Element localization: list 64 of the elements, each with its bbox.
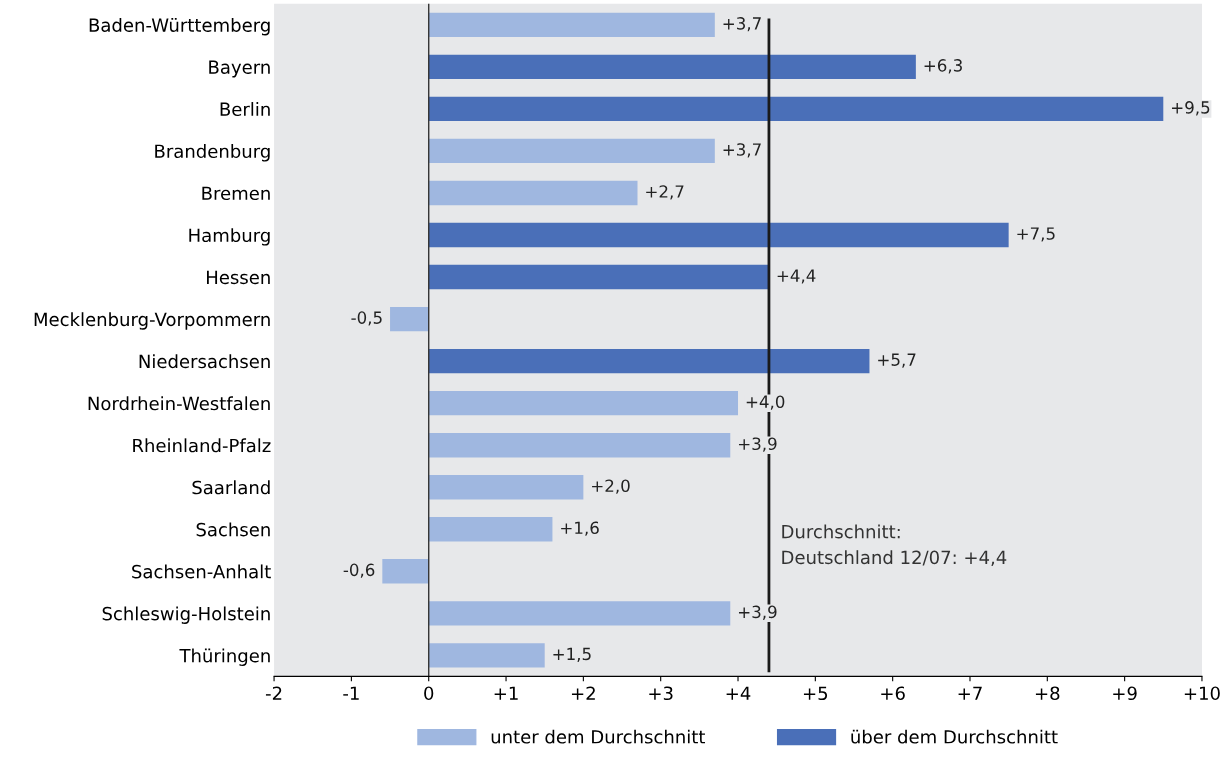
- bar: [428, 222, 1009, 248]
- legend-label: über dem Durchschnitt: [851, 729, 1058, 744]
- x-tick-label: +4: [726, 686, 751, 700]
- x-tick-label: -2: [265, 686, 282, 700]
- bar: [382, 559, 429, 584]
- bar: [390, 306, 429, 332]
- y-tick-label: Saarland: [192, 480, 270, 495]
- x-tick-label: +2: [571, 686, 595, 700]
- bar: [428, 138, 715, 164]
- y-tick-label: Berlin: [220, 102, 270, 117]
- bar: [428, 180, 638, 206]
- x-tick-label: +5: [803, 686, 828, 701]
- y-tick-label: Hessen: [207, 270, 270, 285]
- x-tick-label: +10: [1184, 686, 1220, 701]
- x-tick-label: 0: [424, 686, 434, 701]
- x-tick-label: +6: [881, 686, 905, 701]
- y-tick-label: Thüringen: [179, 648, 270, 666]
- data-label: +7,5: [1017, 227, 1055, 242]
- data-label: +3,9: [738, 605, 777, 620]
- legend-label: unter dem Durchschnitt: [491, 729, 706, 744]
- data-label: +1,6: [561, 521, 599, 536]
- bar: [428, 517, 553, 542]
- data-label: +4,0: [746, 395, 785, 410]
- x-tick-label: +8: [1035, 686, 1060, 701]
- bar: [428, 643, 545, 668]
- y-tick-label: Mecklenburg-Vorpommern: [34, 312, 270, 330]
- bar: [428, 348, 870, 374]
- x-tick-label: +3: [649, 686, 673, 701]
- bar: [428, 433, 731, 458]
- data-label: +3,7: [723, 143, 761, 158]
- x-tick-label: +9: [1113, 686, 1137, 701]
- y-tick-label: Rheinland-Pfalz: [133, 438, 271, 453]
- y-tick-label: Niedersachsen: [139, 354, 270, 369]
- y-tick-label: Hamburg: [189, 228, 270, 246]
- data-label: +6,3: [924, 59, 962, 74]
- bar: [428, 475, 584, 500]
- data-label: +2,7: [646, 185, 684, 200]
- bar: [428, 264, 769, 290]
- data-label: +9,5: [1172, 101, 1210, 116]
- y-tick-label: Brandenburg: [155, 144, 270, 162]
- y-tick-label: Sachsen: [196, 522, 270, 537]
- data-label: -0,6: [343, 563, 375, 578]
- bar: [428, 96, 1164, 122]
- y-tick-label: Schleswig-Holstein: [102, 606, 270, 624]
- bar: [428, 54, 916, 80]
- data-label: +5,7: [878, 353, 916, 368]
- bar: [428, 601, 731, 626]
- bar: [428, 12, 715, 38]
- y-tick-label: Sachsen-Anhalt: [132, 564, 271, 579]
- y-tick-label: Baden-Württemberg: [89, 17, 270, 36]
- x-tick-label: +1: [494, 686, 518, 700]
- data-label: +2,0: [592, 479, 630, 494]
- y-tick-label: Bayern: [209, 60, 270, 78]
- x-tick-label: -1: [343, 686, 359, 700]
- data-label: +4,4: [777, 269, 816, 284]
- data-label: +3,7: [723, 17, 761, 32]
- bar: [428, 390, 739, 416]
- ref-line-label: Durchschnitt: Deutschland 12/07: +4,4: [782, 524, 1007, 567]
- data-label: -0,5: [351, 311, 382, 326]
- x-tick-label: +7: [958, 686, 982, 700]
- data-label: +1,5: [553, 647, 591, 662]
- data-label: +3,9: [738, 437, 777, 452]
- y-tick-label: Bremen: [202, 186, 270, 201]
- y-tick-label: Nordrhein-Westfalen: [88, 396, 270, 411]
